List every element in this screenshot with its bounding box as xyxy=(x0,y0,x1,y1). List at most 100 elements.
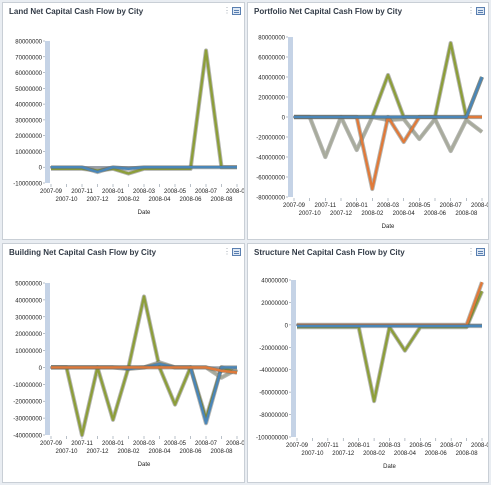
x-tick-label: 2008-06 xyxy=(179,197,202,203)
x-tick-label: 2008-01 xyxy=(102,189,125,195)
x-tick-label: 2007-10 xyxy=(299,211,322,217)
x-tick-label: 2008-09 xyxy=(471,203,488,209)
y-tick-label: 0 xyxy=(282,116,286,122)
y-tick-label: 40000000 xyxy=(15,298,42,304)
y-tick-label: -20000000 xyxy=(13,400,42,406)
x-tick-label: 2008-06 xyxy=(179,449,202,455)
y-tick-label: 40000000 xyxy=(261,279,288,285)
y-axis-stripe xyxy=(45,41,50,183)
series-line xyxy=(51,295,238,437)
x-tick-label: 2008-05 xyxy=(409,443,432,449)
panel-structure: Structure Net Capital Cash Flow by City … xyxy=(247,243,489,483)
x-tick-label: 2008-08 xyxy=(456,451,479,457)
y-tick-label: -20000000 xyxy=(256,136,285,142)
series-line-shadow xyxy=(297,290,484,404)
series-line xyxy=(51,366,238,374)
y-tick-label: 10000000 xyxy=(15,150,42,156)
series-line xyxy=(297,290,484,403)
x-tick-label: 2007-11 xyxy=(315,203,337,209)
x-tick-label: 2007-09 xyxy=(283,203,306,209)
y-tick-label: 60000000 xyxy=(15,71,42,77)
panel-title: Building Net Capital Cash Flow by City xyxy=(9,248,157,257)
structure-chart: -100000000 -80000000 -60000000 -40000000 -20… xyxy=(256,279,488,471)
y-tick-label: 80000000 xyxy=(258,36,285,42)
x-tick-label: 2007-11 xyxy=(317,443,339,449)
series-line xyxy=(51,49,237,175)
x-tick-label: 2007-10 xyxy=(301,451,324,457)
x-tick-label: 2008-08 xyxy=(210,449,233,455)
x-tick-label: 2008-05 xyxy=(164,189,187,195)
x-tick-label: 2008-07 xyxy=(440,203,463,209)
x-tick-label: 2008-06 xyxy=(425,451,448,457)
y-axis-stripe xyxy=(291,280,296,437)
y-tick-label: 50000000 xyxy=(15,282,42,288)
x-axis-label: Date xyxy=(138,210,151,216)
table-view-icon[interactable] xyxy=(232,7,241,15)
x-tick-label: 2007-12 xyxy=(332,451,355,457)
y-tick-label: -40000000 xyxy=(259,368,288,374)
y-tick-label: 20000000 xyxy=(15,134,42,140)
x-tick-label: 2008-02 xyxy=(361,211,384,217)
y-tick-label: -60000000 xyxy=(256,176,285,182)
y-tick-label: 40000000 xyxy=(258,76,285,82)
x-axis-label: Date xyxy=(138,462,151,468)
table-view-icon[interactable] xyxy=(476,248,485,256)
x-tick-label: 2008-07 xyxy=(440,443,463,449)
x-tick-label: 2008-05 xyxy=(164,441,187,447)
x-tick-label: 2008-06 xyxy=(424,211,447,217)
series-line xyxy=(51,165,237,174)
y-tick-label: 30000000 xyxy=(15,118,42,124)
y-tick-label: -80000000 xyxy=(259,413,288,419)
y-tick-label: 20000000 xyxy=(261,301,288,307)
x-tick-label: 2007-09 xyxy=(40,189,63,195)
y-axis-stripe xyxy=(45,283,50,435)
x-tick-label: 2007-10 xyxy=(55,197,78,203)
y-tick-label: 20000000 xyxy=(15,332,42,338)
x-tick-label: 2008-07 xyxy=(195,189,218,195)
table-view-icon[interactable] xyxy=(476,7,485,15)
x-tick-label: 2008-03 xyxy=(378,443,401,449)
panel-title: Portfolio Net Capital Cash Flow by City xyxy=(254,7,403,16)
y-axis-stripe xyxy=(288,37,293,197)
y-tick-label: 80000000 xyxy=(15,40,42,46)
x-tick-label: 2008-05 xyxy=(408,203,431,209)
x-tick-label: 2008-02 xyxy=(117,449,140,455)
x-tick-label: 2007-11 xyxy=(71,441,93,447)
resize-dots-icon[interactable]: ⋮ xyxy=(467,6,475,15)
x-tick-label: 2008-03 xyxy=(133,441,156,447)
x-tick-label: 2007-12 xyxy=(86,449,109,455)
portfolio-chart: -80000000 -60000000 -40000000 -20000000 0 200… xyxy=(256,36,488,231)
series-line-shadow xyxy=(297,281,484,328)
y-tick-label: 0 xyxy=(39,166,43,172)
x-tick-label: 2007-09 xyxy=(40,441,63,447)
series-line xyxy=(294,76,484,119)
series-line xyxy=(297,281,484,327)
x-axis-label: Date xyxy=(383,464,396,470)
y-tick-label: -80000000 xyxy=(256,196,285,202)
y-tick-label: -100000000 xyxy=(256,436,289,442)
x-axis-label: Date xyxy=(382,224,395,230)
resize-dots-icon[interactable]: ⋮ xyxy=(223,6,231,15)
y-tick-label: -10000000 xyxy=(13,383,42,389)
x-tick-label: 2008-09 xyxy=(226,441,244,447)
x-tick-label: 2008-04 xyxy=(394,451,417,457)
resize-dots-icon[interactable]: ⋮ xyxy=(223,247,231,256)
x-tick-label: 2008-04 xyxy=(148,197,171,203)
x-tick-label: 2008-01 xyxy=(348,443,371,449)
y-tick-label: 40000000 xyxy=(15,103,42,109)
y-tick-label: 50000000 xyxy=(15,87,42,93)
x-tick-label: 2008-01 xyxy=(346,203,369,209)
y-tick-label: -20000000 xyxy=(259,346,288,352)
y-tick-label: 20000000 xyxy=(258,96,285,102)
x-tick-label: 2007-11 xyxy=(71,189,93,195)
y-tick-label: -30000000 xyxy=(13,417,42,423)
y-tick-label: 30000000 xyxy=(15,315,42,321)
resize-dots-icon[interactable]: ⋮ xyxy=(467,247,475,256)
panel-land: Land Net Capital Cash Flow by City ⋮ -10… xyxy=(2,2,245,240)
table-view-icon[interactable] xyxy=(232,248,241,256)
y-tick-label: -40000000 xyxy=(13,434,42,440)
x-tick-label: 2007-12 xyxy=(86,197,109,203)
y-tick-label: -60000000 xyxy=(259,391,288,397)
x-tick-label: 2007-09 xyxy=(286,443,309,449)
series-line-shadow xyxy=(294,76,484,120)
